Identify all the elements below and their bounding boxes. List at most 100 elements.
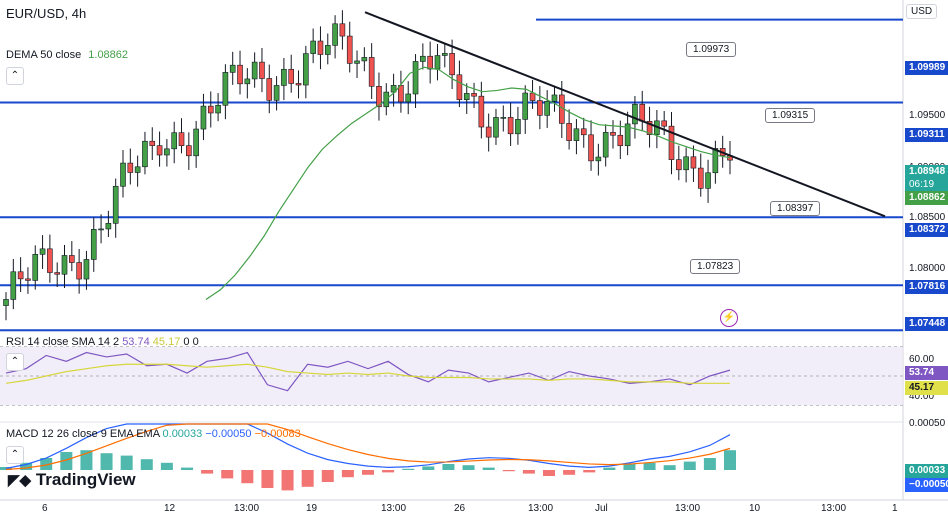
macd-histogram-bar	[181, 467, 193, 470]
candle-body	[463, 93, 470, 100]
time-tick: 13:00	[234, 503, 260, 514]
currency-button[interactable]: USD	[906, 4, 938, 19]
price-tick: 1.08000	[909, 263, 946, 274]
rsi-label: RSI 14 close SMA 14 2	[6, 336, 120, 348]
macd-tick: 0.00050	[909, 418, 946, 429]
dema-legend[interactable]: DEMA 50 close 1.08862	[6, 49, 128, 61]
rsi-extra-2: 0	[192, 336, 199, 348]
level-callout[interactable]: 1.07823	[690, 259, 741, 274]
price-level-label: 1.07816	[905, 280, 948, 294]
symbol-title[interactable]: EUR/USD, 4h	[6, 6, 87, 21]
level-callout[interactable]: 1.09973	[686, 42, 737, 57]
candle-body	[215, 104, 221, 114]
macd-histogram-bar	[60, 452, 73, 470]
macd-histogram-bar	[442, 464, 455, 470]
tradingview-logo[interactable]: ◤◆ TradingView	[8, 470, 136, 490]
collapse-macd-button[interactable]: ⌃	[6, 446, 24, 464]
candle-body	[134, 166, 141, 173]
candle-body	[478, 95, 485, 128]
candle-body	[112, 185, 119, 224]
candle-body	[456, 74, 463, 100]
candle-body	[237, 64, 243, 85]
macd-histogram-bar	[422, 466, 435, 470]
candle-body	[25, 278, 31, 281]
candle-body	[705, 172, 711, 189]
macd-histogram-bar	[703, 458, 716, 470]
candle-body	[507, 117, 514, 135]
dema-value: 1.08862	[88, 49, 129, 61]
time-tick: 1	[892, 503, 898, 514]
rsi-tick: 40.00	[909, 391, 935, 402]
candle-body	[120, 162, 126, 187]
candle-body	[368, 57, 375, 87]
candle-body	[3, 299, 9, 306]
candle-body	[54, 272, 60, 275]
rsi-legend[interactable]: RSI 14 close SMA 14 2 53.74 45.17 0 0	[6, 336, 199, 348]
macd-histogram-bar	[221, 470, 234, 479]
candle-body	[661, 120, 667, 127]
macd-histogram-bar	[683, 461, 696, 470]
candle-body	[602, 132, 609, 158]
candle-body	[281, 68, 287, 86]
macd-legend[interactable]: MACD 12 26 close 9 EMA EMA 0.00033 −0.00…	[6, 428, 301, 440]
candle-body	[105, 223, 112, 230]
candle-body	[610, 132, 616, 136]
candle-body	[529, 92, 536, 101]
macd-histogram-bar	[40, 458, 53, 470]
candle-body	[229, 64, 236, 73]
candle-body	[712, 148, 719, 174]
time-tick: 13:00	[821, 503, 847, 514]
collapse-legend-button[interactable]: ⌃	[6, 67, 24, 85]
dema-50-line	[205, 66, 731, 300]
rsi-sma-label: 45.17	[905, 381, 948, 395]
candle-body	[69, 255, 75, 263]
candle-body	[339, 23, 346, 37]
candle-body	[259, 61, 265, 79]
candle-body	[573, 128, 580, 141]
candle-body	[376, 86, 382, 108]
macd-histogram-bar	[160, 462, 173, 470]
candle-body	[324, 45, 331, 55]
candle-body	[288, 68, 295, 84]
macd-histogram-bar	[321, 470, 334, 482]
candle-body	[639, 103, 646, 122]
macd-value-label: 0.00033	[905, 464, 948, 478]
macd-hist-value: −0.00083	[254, 428, 301, 440]
candle-body	[493, 117, 499, 138]
collapse-rsi-button[interactable]: ⌃	[6, 353, 24, 371]
candle-body	[427, 55, 433, 70]
level-callout[interactable]: 1.09315	[765, 108, 816, 123]
macd-line	[5, 423, 731, 469]
lightning-icon[interactable]: ⚡	[720, 309, 738, 327]
price-tick: 1.08500	[909, 212, 946, 223]
macd-histogram-bar	[643, 462, 656, 470]
macd-histogram-bar	[301, 470, 314, 487]
candle-body	[551, 94, 558, 102]
macd-histogram-bar	[402, 468, 415, 470]
brand-name: TradingView	[35, 470, 136, 489]
price-tick: 1.09500	[909, 110, 946, 121]
tv-icon: ◤◆	[8, 472, 32, 489]
candle-body	[515, 119, 521, 135]
rsi-tick: 60.00	[909, 354, 935, 365]
macd-histogram-bar	[522, 470, 535, 474]
rsi-line	[5, 351, 731, 392]
macd-histogram-bar	[502, 470, 515, 472]
macd-signal-line	[5, 423, 731, 471]
macd-histogram-bar	[563, 470, 576, 475]
time-tick: 13:00	[528, 503, 554, 514]
macd-histogram-bar	[100, 453, 113, 470]
level-callout[interactable]: 1.08397	[770, 201, 821, 216]
candle-body	[207, 105, 214, 114]
time-tick: 19	[306, 503, 318, 514]
macd-histogram-bar	[120, 455, 133, 470]
rsi-extra-1: 0	[183, 336, 190, 348]
macd-histogram-bar	[462, 465, 475, 470]
time-tick: 10	[749, 503, 761, 514]
dema-price-label: 1.08862	[905, 191, 948, 205]
candle-body	[156, 145, 163, 156]
candle-body	[310, 40, 316, 54]
candle-body	[32, 254, 39, 281]
candle-body	[617, 134, 624, 147]
